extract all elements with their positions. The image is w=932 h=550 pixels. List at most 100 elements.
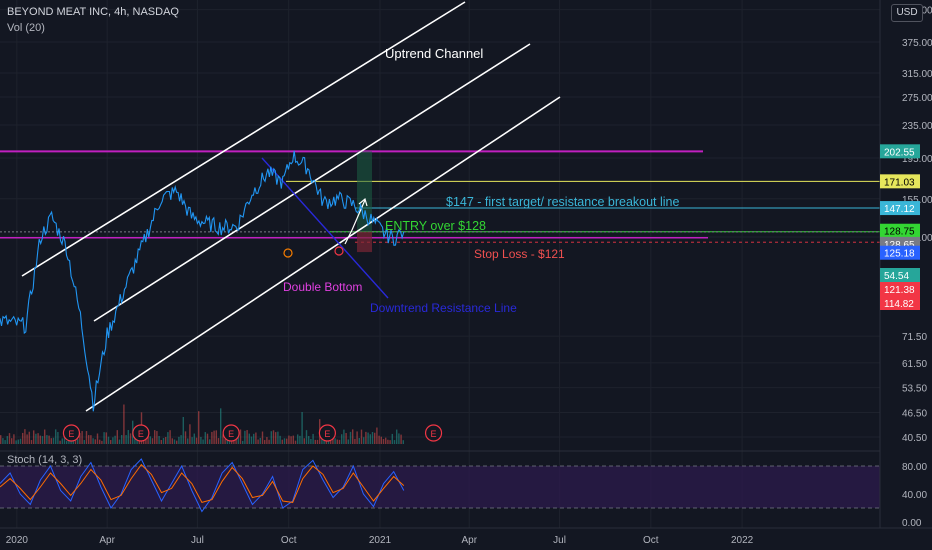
volume-bar xyxy=(24,429,26,444)
time-tick-label: Jul xyxy=(191,535,204,546)
price-label-value: 171.03 xyxy=(884,177,915,188)
price-line xyxy=(0,150,405,412)
volume-bar xyxy=(77,439,79,444)
volume-bar xyxy=(226,438,228,444)
volume-bar xyxy=(50,438,52,444)
volume-bar xyxy=(162,437,165,444)
earnings-marker-label: E xyxy=(431,429,437,439)
volume-bar xyxy=(316,439,319,444)
volume-bar xyxy=(94,439,96,444)
volume-bar xyxy=(92,438,94,444)
price-label-badge xyxy=(880,245,920,260)
volume-bar xyxy=(160,439,162,444)
volume-bar xyxy=(343,429,345,444)
chart-drawings[interactable] xyxy=(0,1,880,412)
volume-bar xyxy=(151,438,154,444)
volume-bar xyxy=(387,439,389,444)
volume-bar xyxy=(22,432,24,444)
volume-bar xyxy=(279,435,281,444)
volume-bar xyxy=(356,431,358,444)
volume-bar xyxy=(37,433,39,444)
earnings-marker xyxy=(132,424,150,442)
volume-bar xyxy=(116,430,118,444)
volume-bar xyxy=(283,438,286,444)
volume-bar xyxy=(41,436,44,444)
price-label-value: 125.18 xyxy=(884,249,915,260)
volume-bar xyxy=(244,430,246,444)
stochastic-pane xyxy=(0,458,880,513)
time-tick-label: Oct xyxy=(643,535,659,546)
volume-bar xyxy=(6,436,8,444)
volume-bar xyxy=(215,430,217,444)
chart-annotation: Uptrend Channel xyxy=(385,46,483,61)
volume-bar xyxy=(292,435,294,444)
earnings-marker xyxy=(318,424,336,442)
volume-bar xyxy=(255,432,257,444)
volume-bar xyxy=(347,439,349,444)
currency-button[interactable]: USD xyxy=(891,4,923,22)
volume-bar xyxy=(52,437,55,444)
price-label-value: 202.55 xyxy=(884,147,915,158)
time-tick-label: Jul xyxy=(553,535,566,546)
volume-bar xyxy=(332,436,334,444)
volume-bar xyxy=(167,432,169,444)
time-tick-label: 2020 xyxy=(6,535,29,546)
volume-bar xyxy=(184,431,187,444)
volume-bar xyxy=(345,433,347,444)
volume-bar xyxy=(112,437,114,444)
price-label-value: 54.54 xyxy=(884,271,909,282)
volume-bar xyxy=(156,431,158,444)
stoch-tick-label: 0.00 xyxy=(902,518,922,529)
price-tick-label: 61.50 xyxy=(902,359,927,370)
volume-bar xyxy=(209,439,211,444)
chart-annotation: ENTRY over $128 xyxy=(385,219,486,233)
volume-bar xyxy=(61,438,63,444)
stoch-band xyxy=(0,466,880,508)
volume-bar xyxy=(57,432,59,444)
volume-bar xyxy=(378,435,380,444)
volume-bar xyxy=(33,430,35,444)
volume-bar xyxy=(204,432,206,444)
volume-bar xyxy=(206,433,209,444)
price-label-value: 147.12 xyxy=(884,204,915,215)
volume-bar xyxy=(66,440,68,444)
volume-bar xyxy=(121,435,123,444)
volume-bar xyxy=(382,439,385,444)
volume-bar xyxy=(123,404,125,444)
time-axis[interactable]: 2020 Apr Jul Oct 2021 Apr Jul Oct 2022 xyxy=(0,527,932,546)
volume-bar xyxy=(81,431,83,444)
chart-annotation: $147 - first target/ resistance breakout… xyxy=(446,195,680,209)
volume-bar xyxy=(26,434,28,444)
downtrend-resistance-line xyxy=(261,157,389,299)
volume-bar xyxy=(17,439,19,444)
symbol-title: BEYOND MEAT INC, 4h, NASDAQ xyxy=(7,6,179,18)
volume-bar xyxy=(396,429,398,444)
volume-bar xyxy=(125,435,127,444)
volume-bar xyxy=(266,437,268,444)
earnings-marker xyxy=(424,424,443,442)
volume-bar xyxy=(297,434,299,444)
stoch-indicator-label: Stoch (14, 3, 3) xyxy=(7,454,83,466)
volume-bar xyxy=(257,439,259,444)
volume-bar xyxy=(169,430,171,444)
volume-bar xyxy=(246,430,248,444)
price-axis[interactable]: 40.5046.5053.5061.5071.50125.00155.00195… xyxy=(879,0,932,529)
volume-bar xyxy=(105,432,107,444)
reward-zone xyxy=(357,151,372,232)
volume-bar xyxy=(330,440,332,444)
price-tick-label: 235.00 xyxy=(902,121,932,132)
price-tick-label: 195.00 xyxy=(902,154,932,165)
volume-bar xyxy=(180,435,182,444)
volume-bar xyxy=(19,438,22,444)
volume-indicator-label: Vol (20) xyxy=(7,22,45,34)
volume-bar xyxy=(191,437,193,444)
volume-bar xyxy=(182,416,184,444)
volume-bar xyxy=(103,432,105,444)
volume-bar xyxy=(217,438,220,444)
channel-upper-line xyxy=(21,1,466,277)
volume-bar xyxy=(374,432,376,444)
stoch-d-line xyxy=(0,463,405,503)
volume-bar xyxy=(299,435,301,444)
volume-bar xyxy=(99,439,101,444)
